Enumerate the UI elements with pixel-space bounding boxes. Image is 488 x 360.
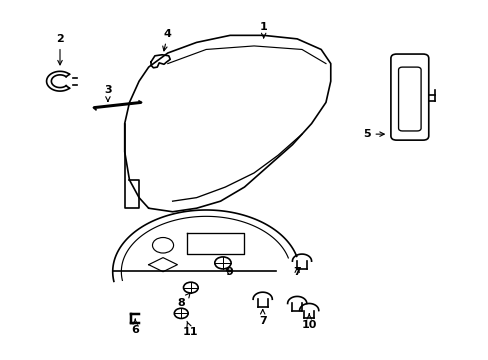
Text: 5: 5 bbox=[362, 129, 384, 139]
Text: 9: 9 bbox=[225, 267, 233, 277]
Text: 6: 6 bbox=[131, 319, 139, 335]
Text: 8: 8 bbox=[177, 293, 190, 309]
Text: 3: 3 bbox=[104, 85, 111, 101]
Text: 10: 10 bbox=[301, 314, 316, 330]
Text: 7: 7 bbox=[293, 267, 301, 277]
Text: 11: 11 bbox=[183, 321, 198, 337]
Text: 2: 2 bbox=[56, 34, 64, 65]
Text: 7: 7 bbox=[258, 310, 266, 326]
Text: 4: 4 bbox=[163, 28, 171, 51]
Text: 1: 1 bbox=[259, 22, 267, 38]
